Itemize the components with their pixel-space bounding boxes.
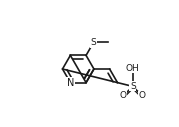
Text: N: N <box>67 78 74 88</box>
Text: O: O <box>139 91 146 100</box>
Text: S: S <box>91 38 96 47</box>
Text: S: S <box>130 82 136 91</box>
Text: OH: OH <box>126 64 140 73</box>
Text: O: O <box>120 91 127 100</box>
